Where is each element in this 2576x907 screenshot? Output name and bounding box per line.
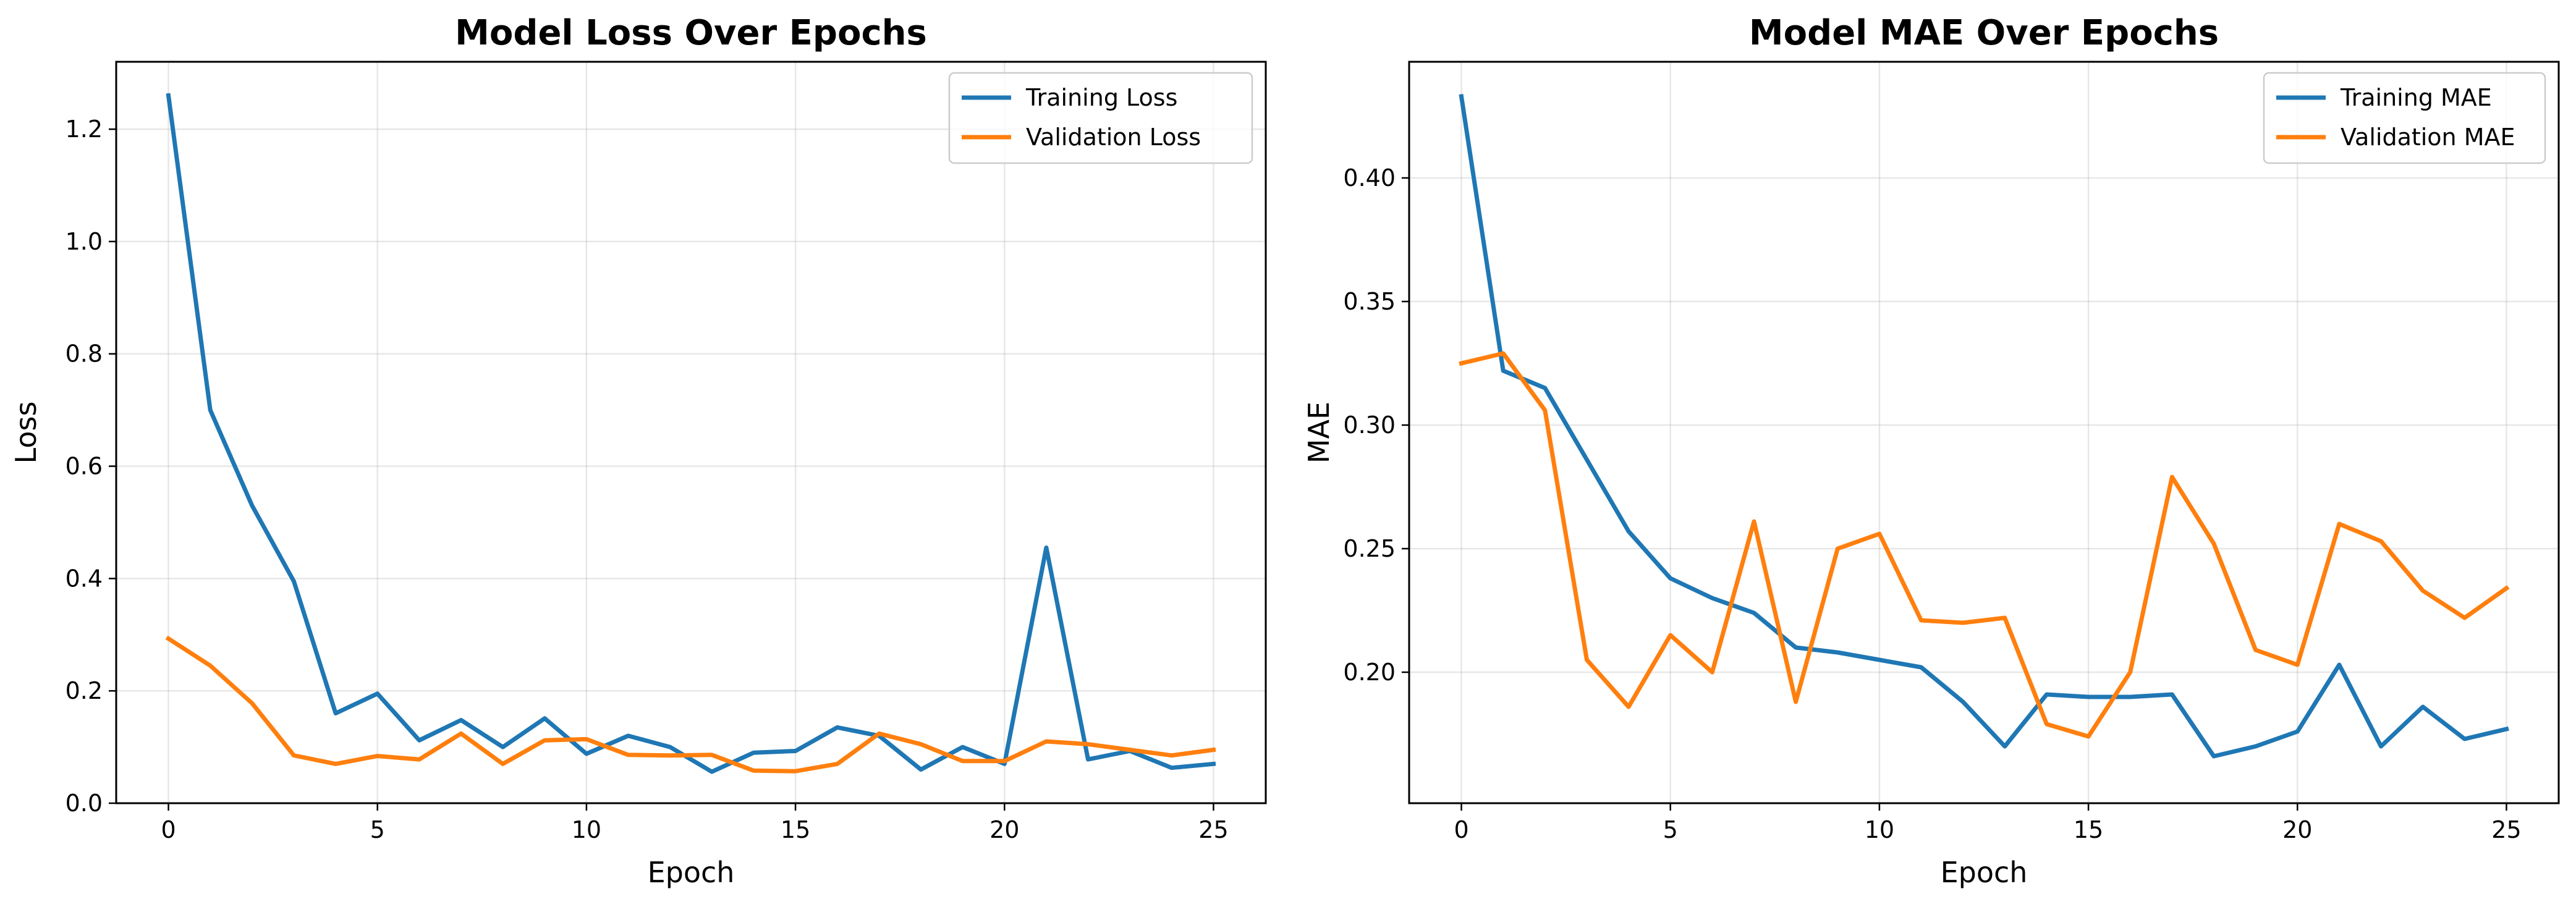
legend-label: Validation Loss (1026, 124, 1201, 151)
series-line-training (1459, 94, 2509, 759)
y-tick-label: 1.2 (66, 116, 103, 143)
legend-label: Validation MAE (2341, 124, 2515, 151)
y-tick-label: 0.25 (1343, 535, 1396, 562)
legend-label: Training MAE (2340, 84, 2492, 111)
x-tick-label: 5 (1663, 816, 1678, 843)
x-axis-label: Epoch (648, 856, 735, 889)
y-tick-label: 0.4 (66, 565, 103, 592)
y-tick-label: 0.35 (1343, 288, 1396, 315)
x-axis-label: Epoch (1941, 856, 2028, 889)
x-tick-label: 15 (781, 816, 810, 843)
x-tick-label: 25 (2491, 816, 2521, 843)
y-tick-label: 0.2 (66, 677, 103, 704)
y-tick-label: 0.30 (1343, 411, 1396, 439)
x-tick-label: 25 (1198, 816, 1228, 843)
legend: Training MAE Validation MAE (2263, 72, 2546, 164)
chart-title: Model MAE Over Epochs (1749, 13, 2219, 53)
y-axis-label: Loss (9, 402, 43, 464)
chart-2: 0 5 10 15 20 25 0.20 0.25 0.30 0.35 0.40 Model MAE … (1302, 13, 2560, 889)
y-tick-label: 0.8 (66, 340, 103, 368)
chart-title: Model Loss Over Epochs (455, 13, 927, 53)
y-axis-label: MAE (1302, 402, 1336, 463)
legend-box (2263, 72, 2546, 164)
chart-1: 0 5 10 15 20 25 0.0 0.2 0.4 0.6 0.8 1.0 1.2 Model Los… (9, 13, 1267, 889)
series-line-training (166, 93, 1216, 774)
x-tick-label: 20 (2282, 816, 2312, 843)
y-tick-label: 0.20 (1343, 659, 1396, 686)
legend-label: Training Loss (1025, 84, 1177, 111)
plot-frame (115, 61, 1267, 804)
plot-frame (1408, 61, 2560, 804)
y-tick-label: 0.0 (66, 790, 103, 817)
legend: Training Loss Validation Loss (948, 72, 1253, 164)
x-tick-label: 20 (989, 816, 1019, 843)
x-tick-label: 15 (2074, 816, 2103, 843)
series-line-validation (165, 635, 1216, 774)
x-tick-label: 5 (370, 816, 385, 843)
x-tick-label: 10 (572, 816, 601, 843)
x-tick-label: 10 (1865, 816, 1894, 843)
series-line-validation (1459, 351, 2510, 739)
x-tick-label: 0 (1454, 816, 1468, 843)
x-tick-label: 0 (161, 816, 176, 843)
y-tick-label: 0.40 (1343, 164, 1396, 192)
y-tick-label: 1.0 (66, 228, 103, 255)
y-tick-label: 0.6 (66, 453, 103, 480)
legend-box (948, 72, 1253, 164)
